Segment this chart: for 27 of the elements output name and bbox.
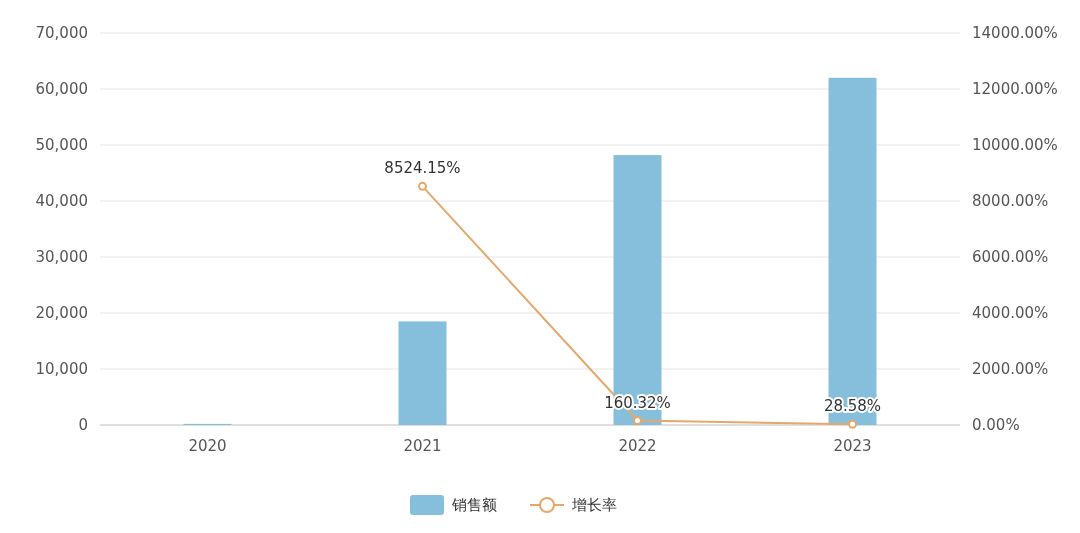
y-tick-label: 40,000: [35, 192, 88, 211]
x-tick-label: 2020: [188, 437, 227, 455]
point: [418, 181, 427, 191]
y-tick-label: 20,000: [35, 304, 88, 323]
point: [848, 419, 857, 429]
x-tick-label: 2021: [403, 437, 442, 455]
y-tick-label: 10,000: [35, 360, 88, 379]
legend-label: 增长率: [571, 496, 617, 515]
y2-tick-label: 14000.00%: [972, 24, 1058, 43]
y-tick-label: 50,000: [35, 136, 88, 155]
x-tick-label: 2023: [833, 437, 872, 455]
legend-label: 销售额: [451, 496, 497, 515]
y2-tick-label: 2000.00%: [972, 360, 1049, 379]
y2-tick-label: 0.00%: [972, 416, 1020, 435]
y2-tick-label: 10000.00%: [972, 136, 1058, 155]
y2-tick-label: 4000.00%: [972, 304, 1049, 323]
y2-tick-label: 12000.00%: [972, 80, 1058, 99]
point: [633, 416, 642, 426]
y-tick-label: 30,000: [35, 248, 88, 267]
y-tick-label: 70,000: [35, 24, 88, 43]
y-tick-label: 0: [78, 416, 88, 435]
y2-tick-label: 6000.00%: [972, 248, 1049, 267]
x-tick-label: 2022: [618, 437, 657, 455]
bar: [398, 321, 447, 425]
data-label: 8524.15%: [384, 159, 461, 178]
y-tick-label: 60,000: [35, 80, 88, 99]
y2-tick-label: 8000.00%: [972, 192, 1049, 211]
